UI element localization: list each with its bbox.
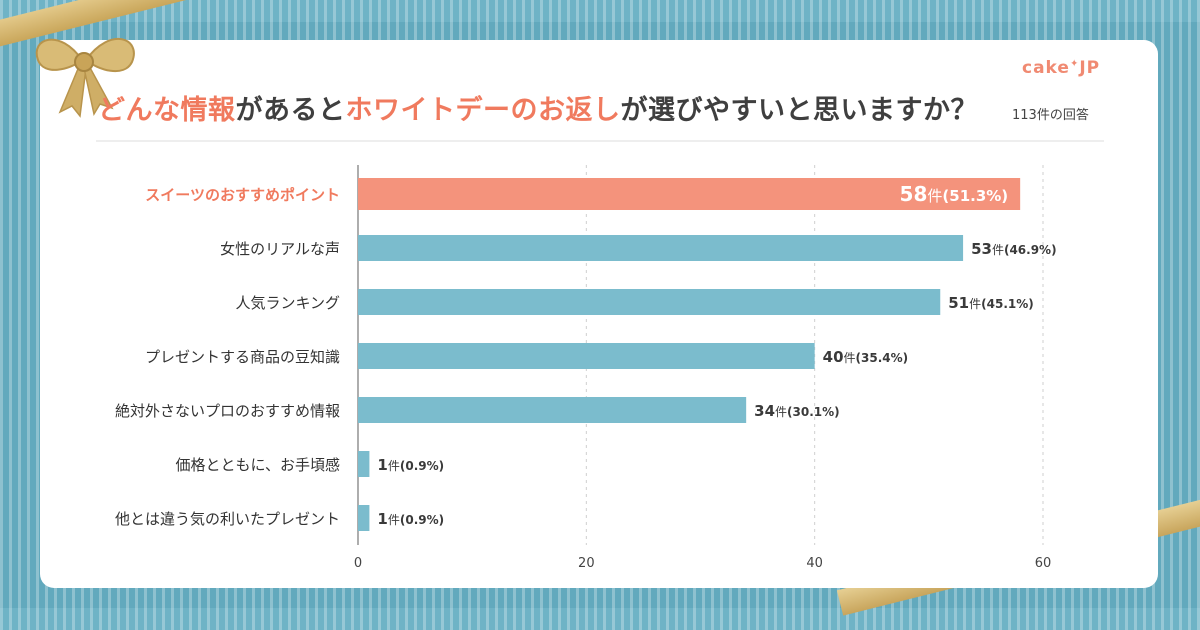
x-tick-label-60: 60 — [1035, 556, 1052, 571]
category-label-2: 女性のリアルな声 — [220, 240, 340, 258]
bar-5 — [358, 397, 747, 423]
value-percent-3: (45.1%) — [981, 297, 1034, 311]
logo-text: cake — [1022, 58, 1070, 78]
value-label-7: 1件(0.9%) — [377, 510, 444, 528]
value-percent-7: (0.9%) — [400, 513, 444, 527]
value-unit-5: 件 — [775, 405, 787, 419]
bar-2 — [358, 235, 964, 261]
logo-suffix: JP — [1079, 58, 1101, 78]
value-number-4: 40 — [823, 348, 844, 366]
x-tick-label-20: 20 — [578, 556, 595, 571]
value-label-4: 40件(35.4%) — [823, 348, 909, 366]
title-part-4: が選びやすいと思いますか？ — [620, 95, 978, 126]
bar-4 — [358, 343, 815, 369]
value-percent-5: (30.1%) — [787, 405, 840, 419]
category-label-6: 価格とともに、お手頃感 — [175, 456, 340, 474]
title-part-1: どんな情報 — [98, 95, 236, 126]
value-unit-1: 件 — [927, 187, 942, 205]
value-number-3: 51 — [948, 294, 969, 312]
value-number-7: 1 — [377, 510, 387, 528]
category-label-7: 他とは違う気の利いたプレゼント — [114, 510, 340, 528]
bar-3 — [358, 289, 941, 315]
value-unit-6: 件 — [388, 459, 400, 473]
x-tick-label-0: 0 — [354, 556, 362, 571]
value-unit-4: 件 — [844, 351, 856, 365]
value-number-2: 53 — [971, 240, 992, 258]
response-count: 113件の回答 — [1012, 108, 1089, 123]
category-label-5: 絶対外さないプロのおすすめ情報 — [114, 402, 340, 420]
value-number-1: 58 — [900, 182, 928, 206]
value-unit-2: 件 — [992, 243, 1004, 257]
title-part-3: ホワイトデーのお返し — [345, 95, 621, 126]
gift-bow-icon — [35, 37, 135, 118]
category-label-4: プレゼントする商品の豆知識 — [144, 348, 340, 366]
value-number-6: 1 — [377, 456, 387, 474]
value-label-5: 34件(30.1%) — [754, 402, 840, 420]
x-tick-label-40: 40 — [806, 556, 823, 571]
chart-title: どんな情報があるとホワイトデーのお返しが選びやすいと思いますか？ — [98, 88, 978, 127]
value-percent-6: (0.9%) — [400, 459, 444, 473]
logo-star-icon: ✦ — [1069, 58, 1080, 70]
value-label-3: 51件(45.1%) — [948, 294, 1034, 312]
category-label-3: 人気ランキング — [235, 294, 340, 312]
value-label-2: 53件(46.9%) — [971, 240, 1056, 258]
value-unit-3: 件 — [969, 297, 981, 311]
value-percent-2: (46.9%) — [1004, 243, 1057, 257]
category-label-1: スイーツのおすすめポイント — [145, 186, 340, 204]
bar-6 — [358, 451, 370, 477]
title-divider — [96, 140, 1104, 142]
value-label-1: 58件(51.3%) — [900, 182, 1009, 206]
bar-1 — [358, 178, 1021, 210]
bar-7 — [358, 505, 370, 531]
title-part-2: があると — [235, 95, 346, 126]
brand-logo: cake✦JP — [1022, 58, 1100, 78]
value-percent-4: (35.4%) — [856, 351, 909, 365]
value-label-6: 1件(0.9%) — [377, 456, 444, 474]
value-unit-7: 件 — [388, 513, 400, 527]
value-percent-1: (51.3%) — [942, 187, 1008, 205]
value-number-5: 34 — [754, 402, 775, 420]
